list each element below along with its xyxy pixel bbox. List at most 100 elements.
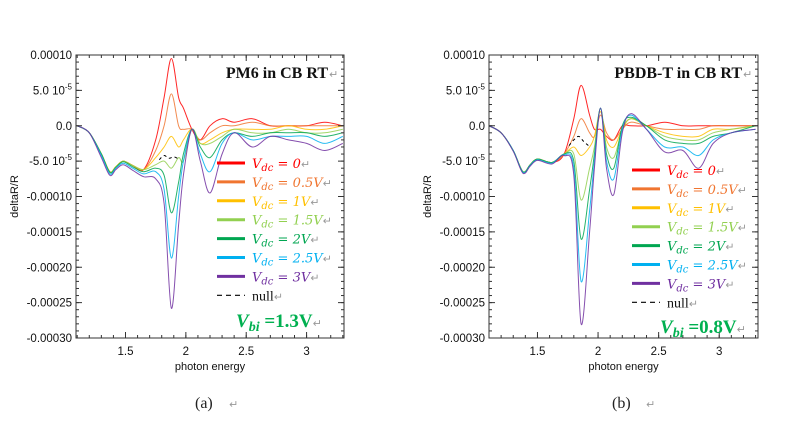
return-mark-icon: ↵	[310, 196, 319, 209]
legend-label-sub: dc	[261, 163, 273, 174]
x-axis-label: photon energy	[175, 361, 246, 373]
figure-caption: (a)	[195, 395, 213, 412]
return-mark-icon: ↵	[689, 297, 698, 310]
y-tick-mantissa: 0.00010	[30, 50, 72, 62]
y-tick-label: -0.00030	[27, 333, 72, 345]
x-tick-label: 1.5	[529, 346, 545, 358]
legend-label-rest: = 1V	[688, 202, 726, 217]
legend-item: Vdc = 1V↵	[632, 202, 734, 219]
legend-label-sub: dc	[676, 227, 688, 238]
legend-label: Vdc = 0↵	[667, 164, 725, 181]
legend-label: Vdc = 3V↵	[252, 270, 319, 287]
return-mark-icon: ↵	[738, 260, 747, 273]
legend-label-sub: dc	[676, 283, 688, 294]
y-tick-exponent: -5	[478, 153, 486, 162]
legend-label-v: V	[667, 202, 678, 217]
y-tick-mantissa: -0.00030	[27, 333, 72, 345]
legend-label-v: V	[252, 214, 263, 229]
return-mark-icon: ↵	[725, 278, 734, 291]
legend-label-sub: dc	[261, 276, 273, 287]
y-axis-label: deltaR/R	[422, 175, 434, 218]
legend-label-rest: = 0	[273, 157, 300, 172]
y-tick-label: 0.0	[469, 121, 485, 133]
legend-label: null↵	[667, 296, 698, 311]
y-tick-label: -0.00015	[440, 227, 485, 239]
return-mark-icon: ↵	[310, 234, 319, 247]
legend-label: Vdc = 2.5V↵	[667, 259, 747, 276]
legend-label-rest: = 2V	[688, 240, 726, 255]
legend-label: Vdc = 3V↵	[667, 277, 734, 294]
legend-label: Vdc = 0↵	[252, 157, 310, 174]
vbi-v: V	[236, 311, 250, 332]
legend: Vdc = 0↵Vdc = 0.5V↵Vdc = 1V↵Vdc = 1.5V↵V…	[217, 157, 332, 304]
x-tick-label: 2.5	[651, 346, 667, 358]
vbi-sub: bi	[673, 326, 684, 341]
return-mark-icon: ↵	[716, 165, 725, 178]
legend-label-v: V	[252, 195, 263, 210]
return-mark-icon: ↵	[737, 323, 746, 336]
legend-label-sub: dc	[261, 201, 273, 212]
x-tick-label: 2	[183, 346, 189, 358]
legend-item: Vdc = 2.5V↵	[217, 252, 332, 269]
y-tick-label: 0.0	[56, 121, 72, 133]
series-line	[76, 125, 344, 309]
legend-label-v: V	[667, 277, 678, 292]
chart-title: PBDB-T in CB RT	[614, 65, 742, 82]
x-tick-label: 3	[716, 346, 722, 358]
y-tick-mantissa: -5.0 10	[29, 156, 65, 168]
legend-label-v: V	[252, 252, 263, 267]
legend-label-sub: dc	[676, 170, 688, 181]
legend-label: Vdc = 1.5V↵	[667, 221, 747, 238]
y-tick-mantissa: -0.00025	[440, 298, 485, 310]
legend-item: Vdc = 0.5V↵	[632, 183, 747, 200]
y-tick-mantissa: -0.00030	[440, 333, 485, 345]
x-tick-label: 2	[595, 346, 601, 358]
legend-label-v: V	[252, 176, 263, 191]
x-tick-label: 2.5	[238, 346, 254, 358]
legend-label-v: V	[252, 270, 263, 285]
legend-label-rest: = 0.5V	[688, 183, 739, 198]
legend-item: Vdc = 0.5V↵	[217, 176, 332, 193]
vbi-v: V	[660, 317, 674, 338]
legend-label-rest: = 3V	[688, 277, 726, 292]
return-mark-icon: ↵	[323, 253, 332, 266]
legend-item: Vdc = 2V↵	[217, 233, 319, 250]
legend-label: Vdc = 1V↵	[667, 202, 734, 219]
y-tick-mantissa: 5.0 10	[446, 85, 478, 97]
legend-label-sub: dc	[676, 246, 688, 257]
return-mark-icon: ↵	[310, 271, 319, 284]
x-tick-label: 3	[303, 346, 309, 358]
legend-label-v: V	[667, 183, 678, 198]
legend-label: Vdc = 1V↵	[252, 195, 319, 212]
legend-label-sub: dc	[261, 182, 273, 193]
legend-item: Vdc = 1V↵	[217, 195, 319, 212]
return-mark-icon: ↵	[301, 158, 310, 171]
y-tick-label: 0.00010	[30, 50, 72, 62]
vbi-annotation: Vbi =0.8V↵	[660, 317, 746, 341]
legend-label-sub: dc	[676, 189, 688, 200]
series-line	[489, 107, 756, 325]
y-tick-label: -0.00020	[440, 262, 485, 274]
legend-label-null: null	[667, 296, 689, 311]
y-tick-label: -5.0 10-5	[442, 153, 485, 168]
series-group	[76, 57, 344, 309]
legend-item: Vdc = 1.5V↵	[632, 221, 747, 238]
vbi-sub: bi	[249, 320, 260, 335]
y-tick-mantissa: 0.00010	[443, 50, 485, 62]
return-mark-icon: ↵	[313, 317, 322, 330]
legend-label-sub: dc	[261, 258, 273, 269]
legend-item: Vdc = 0↵	[217, 157, 310, 174]
legend-label-rest: = 0.5V	[273, 176, 324, 191]
legend-label-sub: dc	[261, 220, 273, 231]
vbi-annotation: Vbi =1.3V↵	[236, 311, 322, 335]
legend-item-null: null↵	[217, 289, 283, 304]
y-tick-label: 0.00010	[443, 50, 485, 62]
y-tick-exponent: -5	[65, 153, 73, 162]
legend-label-v: V	[252, 233, 263, 248]
legend-label-rest: = 3V	[273, 270, 311, 285]
y-tick-label: -0.00030	[440, 333, 485, 345]
legend-item-null: null↵	[632, 296, 698, 311]
legend-label: Vdc = 0.5V↵	[252, 176, 332, 193]
y-tick-exponent: -5	[65, 82, 73, 91]
